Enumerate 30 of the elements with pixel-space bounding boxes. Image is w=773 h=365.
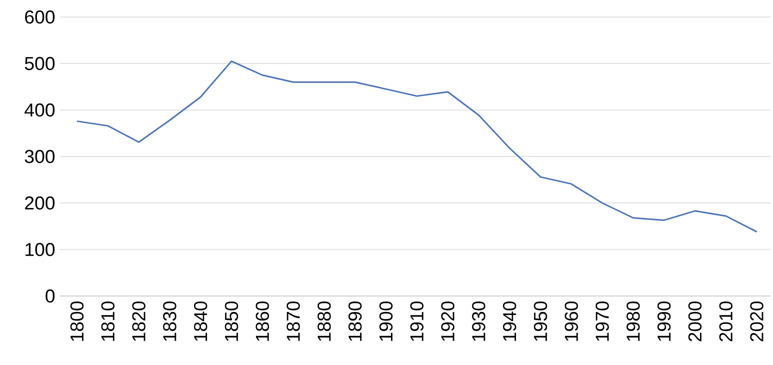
x-tick-label: 1830	[163, 301, 176, 341]
x-tick-label: 1980	[626, 301, 640, 341]
x-tick-label: 1950	[534, 301, 548, 341]
x-tick-label: 1850	[224, 301, 238, 341]
y-tick-label: 600	[25, 10, 55, 24]
x-tick-label: 1920	[441, 301, 454, 341]
x-tick-label: 1930	[472, 301, 486, 341]
y-tick-label: 300	[24, 150, 55, 164]
x-tick-label: 1970	[596, 301, 609, 341]
x-tick-label: 1880	[318, 301, 331, 341]
x-tick-label: 1960	[564, 301, 578, 341]
y-tick-label: 100	[26, 242, 55, 256]
x-tick-label: 1810	[101, 301, 115, 341]
y-tick-label: 500	[24, 56, 55, 70]
y-tick-label: 400	[24, 103, 55, 117]
x-tick-label: 1910	[410, 301, 424, 341]
x-tick-label: 2000	[688, 301, 702, 342]
x-tick-label: 2020	[750, 301, 764, 342]
y-tick-label: 0	[46, 289, 55, 303]
x-tick-label: 2010	[719, 301, 732, 342]
x-tick-label: 1890	[348, 301, 362, 341]
x-tick-label: 1870	[286, 301, 300, 341]
x-tick-label: 1900	[379, 301, 393, 341]
x-tick-label: 1840	[194, 301, 208, 341]
x-tick-label: 1860	[256, 301, 270, 341]
x-tick-label: 1990	[657, 301, 671, 341]
y-tick-label: 200	[25, 196, 55, 210]
x-tick-label: 1940	[502, 301, 516, 341]
x-tick-label: 1800	[70, 301, 84, 341]
x-tick-label: 1820	[132, 301, 146, 341]
